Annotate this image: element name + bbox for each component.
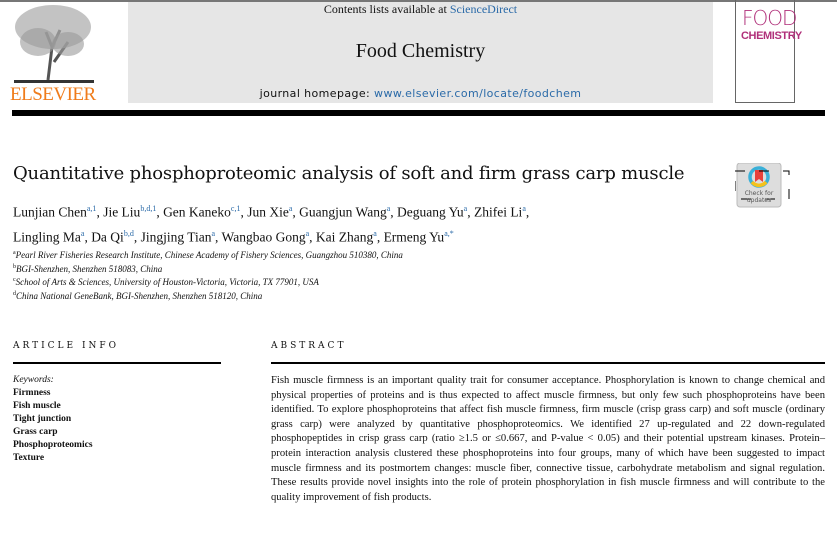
keyword: Grass carp (13, 427, 58, 437)
top-border (0, 0, 837, 2)
author-name: Deguang Yu (397, 204, 464, 220)
keyword: Phosphoproteomics (13, 440, 93, 450)
author-affiliation-link[interactable]: a (373, 228, 377, 238)
article-title: Quantitative phosphoproteomic analysis o… (13, 163, 685, 184)
affiliation-d: dChina National GeneBank, BGI-Shenzhen, … (13, 291, 263, 302)
crossmark-label: Check for updates (744, 190, 774, 204)
article-info-rule (13, 362, 221, 364)
check-for-updates-button[interactable]: Check for updates (735, 163, 791, 209)
keyword: Tight junction (13, 414, 72, 424)
keywords: Keywords: Firmness Fish muscle Tight junct… (13, 374, 93, 465)
keyword: Firmness (13, 388, 51, 398)
homepage-prefix: journal homepage: (259, 87, 375, 100)
author-affiliation-link[interactable]: a (211, 228, 216, 238)
author-name: Da Qi (91, 229, 124, 244)
affiliation-b: bBGI-Shenzhen, Shenzhen 518083, China (13, 263, 163, 274)
sciencedirect-link[interactable]: ScienceDirect (449, 2, 518, 16)
crossmark-icon (735, 163, 790, 208)
author-name: Jingjing Tian (140, 229, 212, 244)
author-name: Guangjun Wang (299, 204, 387, 220)
abstract-text: Fish muscle firmness is an important qua… (271, 375, 825, 503)
author-affiliation-link[interactable]: c,1 (230, 204, 241, 213)
journal-banner (128, 2, 713, 103)
contents-line: Contents lists available at ScienceDirec… (128, 2, 713, 17)
header-divider (12, 110, 825, 116)
author-name: Gen Kaneko (163, 204, 231, 220)
article-info-heading: ARTICLE INFO (13, 341, 120, 351)
author-list: Lunjian Chena,1, Jie Liub,d,1, Gen Kanek… (13, 198, 733, 247)
journal-cover: FOOD CHEMISTRY (735, 0, 802, 103)
keywords-label: Keywords: (13, 375, 54, 385)
author-affiliation-link[interactable]: a (288, 204, 293, 213)
abstract-rule (271, 362, 825, 364)
author-name: Zhifei Li (473, 204, 523, 220)
author-name: Lunjian Chen (13, 204, 87, 220)
author-name: Wangbao Gong (221, 229, 306, 244)
author-name: Kai Zhang (315, 229, 374, 244)
publisher-name: ELSEVIER (10, 84, 96, 105)
author-affiliation-link[interactable]: a,* (444, 228, 454, 238)
affiliation-c: cSchool of Arts & Sciences, University o… (13, 277, 319, 288)
elsevier-tree-logo (14, 5, 94, 83)
author-affiliation-link[interactable]: a (522, 204, 526, 213)
authors-line-2: Lingling Maa, Da Qib,d, Jingjing Tiana, … (13, 228, 454, 245)
author-affiliation-link[interactable]: a (305, 228, 310, 238)
cover-title-1: FOOD (742, 6, 797, 30)
contents-prefix: Contents lists available at (323, 2, 450, 16)
cover-title-2: CHEMISTRY (741, 30, 802, 42)
author-affiliation-link[interactable]: b,d (123, 228, 134, 238)
abstract-heading: ABSTRACT (271, 341, 347, 351)
affiliation-a: aPearl River Fisheries Research Institut… (13, 250, 403, 260)
author-name: Jie Liu (103, 204, 141, 220)
author-affiliation-link[interactable]: a (463, 204, 468, 213)
journal-title: Food Chemistry (355, 40, 486, 62)
homepage-line: journal homepage: www.elsevier.com/locat… (128, 87, 713, 100)
author-affiliation-link[interactable]: a,1 (86, 204, 97, 213)
author-affiliation-link[interactable]: b,d,1 (140, 204, 157, 213)
keyword: Texture (13, 453, 45, 463)
homepage-link[interactable]: www.elsevier.com/locate/foodchem (374, 87, 582, 100)
keyword: Fish muscle (13, 401, 61, 411)
author-affiliation-link[interactable]: a (80, 228, 85, 238)
authors-line-1: Lunjian Chena,1, Jie Liub,d,1, Gen Kanek… (13, 204, 530, 220)
author-name: Lingling Ma (13, 229, 81, 244)
author-name: Jun Xie (247, 204, 289, 220)
author-affiliation-link[interactable]: a (386, 204, 391, 213)
author-name: Ermeng Yu (383, 229, 445, 244)
